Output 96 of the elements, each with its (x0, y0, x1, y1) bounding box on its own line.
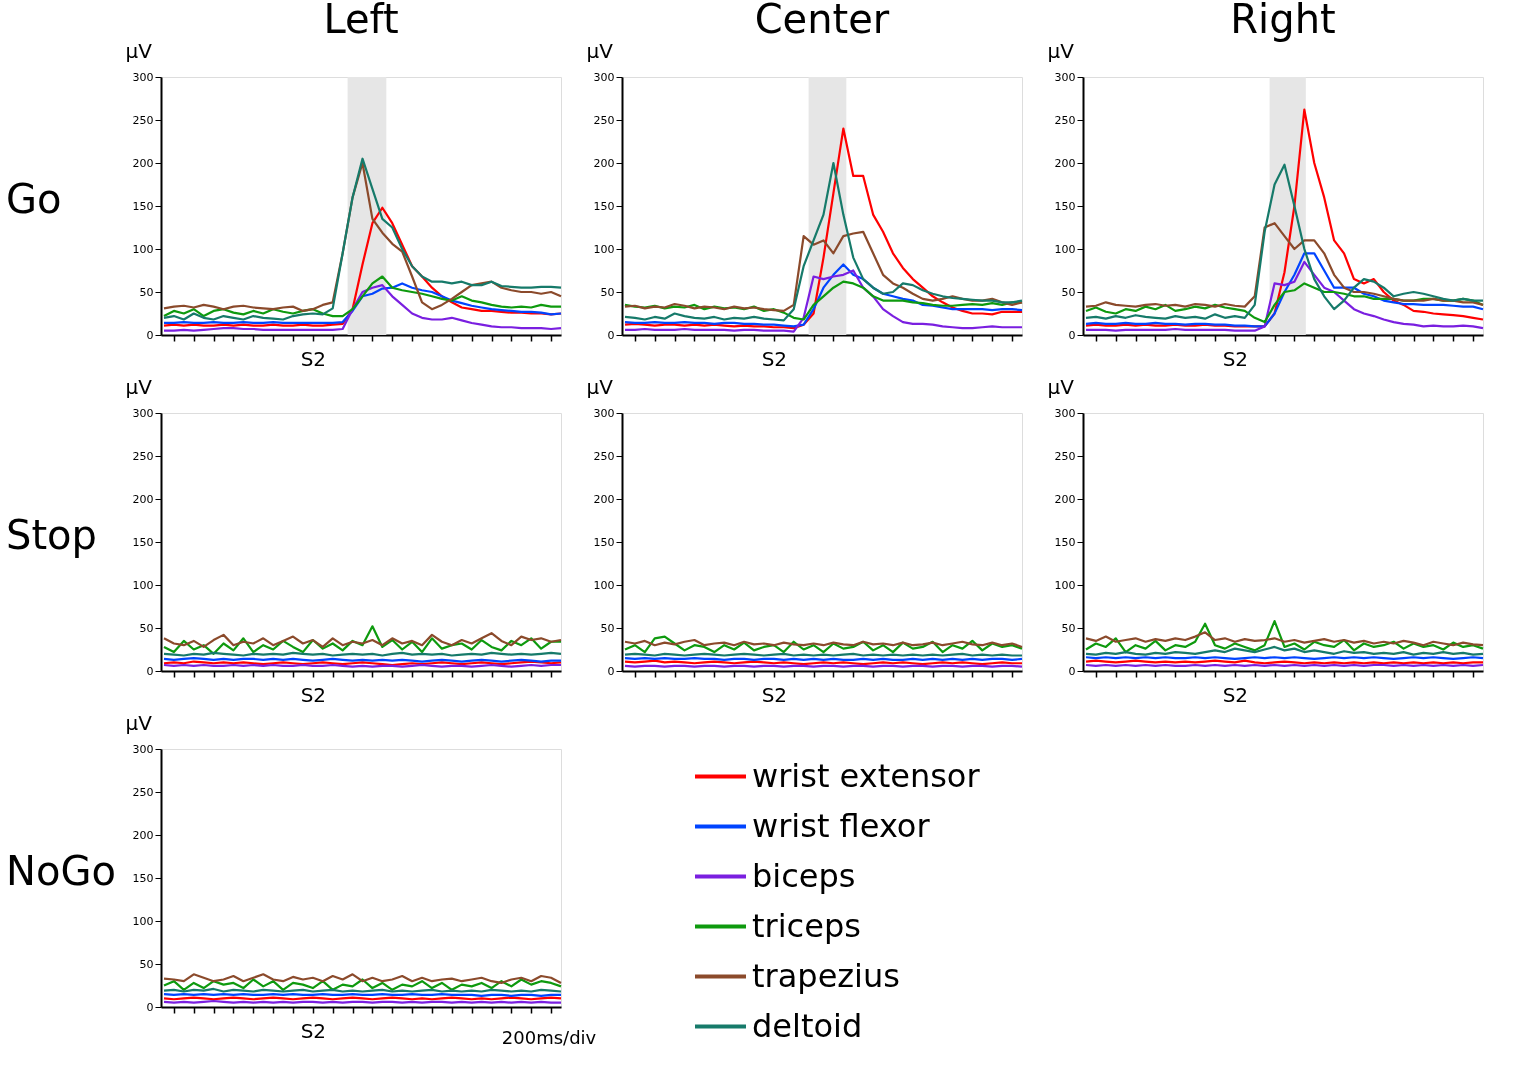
y-tick-label: 300 (132, 70, 154, 84)
line-series (162, 284, 563, 332)
y-tick-label: 0 (146, 664, 154, 678)
line-series (162, 282, 563, 325)
y-tick-label: 250 (132, 449, 154, 463)
line-series (162, 973, 563, 985)
chart-title: Right (1230, 0, 1336, 42)
x-tick-label: S2 (300, 682, 327, 707)
y-tick-label: 0 (607, 664, 615, 678)
x-tick-label: S2 (1222, 682, 1249, 707)
y-tick-label: 50 (139, 957, 154, 971)
y-tick-label: 0 (146, 1000, 154, 1014)
y-tick-label: 250 (593, 449, 615, 463)
text: Go (6, 175, 62, 222)
text: Stop (6, 511, 97, 558)
line-series (1084, 108, 1485, 328)
y-tick-label: 200 (132, 156, 154, 170)
y-tick-label: 150 (1054, 199, 1076, 213)
chart-title: Center (754, 0, 890, 42)
line-series (623, 127, 1024, 330)
y-tick-label: 100 (1054, 578, 1076, 592)
line-series (1084, 620, 1485, 654)
y-tick-label: 0 (1068, 664, 1076, 678)
y-tick-label: 250 (132, 113, 154, 127)
legend-label: wrist extensor (752, 756, 981, 795)
y-tick-label: 300 (1054, 406, 1076, 420)
y-axis-title: µV (586, 38, 614, 63)
y-tick-label: 200 (132, 492, 154, 506)
y-tick-label: 0 (1068, 328, 1076, 342)
line-series (162, 978, 563, 991)
y-tick-label: 200 (593, 156, 615, 170)
legend-label: trapezius (752, 956, 900, 995)
legend-label: triceps (752, 906, 861, 945)
y-tick-label: 100 (593, 578, 615, 592)
y-tick-label: 300 (593, 70, 615, 84)
y-tick-label: 100 (132, 242, 154, 256)
x-tick-label: S2 (1222, 346, 1249, 371)
y-tick-label: 200 (1054, 156, 1076, 170)
y-tick-label: 50 (1061, 621, 1076, 635)
y-tick-label: 50 (1061, 285, 1076, 299)
y-tick-label: 250 (1054, 113, 1076, 127)
x-tick-label: S2 (761, 346, 788, 371)
line-series (623, 638, 1024, 649)
x-tick-label: S2 (300, 1018, 327, 1043)
y-axis-title: µV (125, 38, 153, 63)
x-tick-label: S2 (300, 346, 327, 371)
y-tick-label: 100 (1054, 242, 1076, 256)
line-series (623, 269, 1024, 333)
y-tick-label: 150 (593, 199, 615, 213)
chart-title: Left (323, 0, 399, 42)
text: NoGo (6, 847, 116, 894)
y-tick-label: 250 (1054, 449, 1076, 463)
line-series (1084, 645, 1485, 656)
y-axis-title: µV (1047, 38, 1075, 63)
x-tick-label: S2 (761, 682, 788, 707)
line-series (162, 625, 563, 655)
y-axis-title: µV (125, 374, 153, 399)
y-tick-label: 100 (132, 914, 154, 928)
y-axis-title: µV (125, 710, 153, 735)
y-tick-label: 50 (139, 621, 154, 635)
legend-label: wrist flexor (752, 806, 931, 845)
y-tick-label: 300 (1054, 70, 1076, 84)
y-tick-label: 150 (132, 871, 154, 885)
y-tick-label: 50 (139, 285, 154, 299)
y-axis-title: µV (586, 374, 614, 399)
line-series (1084, 222, 1485, 308)
line-series (623, 161, 1024, 322)
line-series (162, 275, 563, 318)
y-tick-label: 300 (132, 742, 154, 756)
y-tick-label: 0 (146, 328, 154, 342)
y-tick-label: 100 (132, 578, 154, 592)
y-tick-label: 200 (132, 828, 154, 842)
line-series (1084, 631, 1485, 647)
y-tick-label: 150 (593, 535, 615, 549)
legend-label: biceps (752, 856, 856, 895)
y-tick-label: 200 (1054, 492, 1076, 506)
y-tick-label: 300 (132, 406, 154, 420)
y-tick-label: 150 (132, 199, 154, 213)
text: 200ms/div (501, 1027, 597, 1048)
y-tick-label: 50 (600, 621, 615, 635)
y-tick-label: 0 (607, 328, 615, 342)
y-tick-label: 150 (132, 535, 154, 549)
y-tick-label: 300 (593, 406, 615, 420)
legend-label: deltoid (752, 1006, 863, 1045)
y-tick-label: 150 (1054, 535, 1076, 549)
y-tick-label: 250 (593, 113, 615, 127)
y-tick-label: 200 (593, 492, 615, 506)
y-tick-label: 100 (593, 242, 615, 256)
line-series (623, 635, 1024, 654)
line-series (623, 230, 1024, 313)
line-series (623, 263, 1024, 328)
y-tick-label: 250 (132, 785, 154, 799)
line-series (162, 632, 563, 649)
line-series (1084, 163, 1485, 320)
y-axis-title: µV (1047, 374, 1075, 399)
y-tick-label: 50 (600, 285, 615, 299)
